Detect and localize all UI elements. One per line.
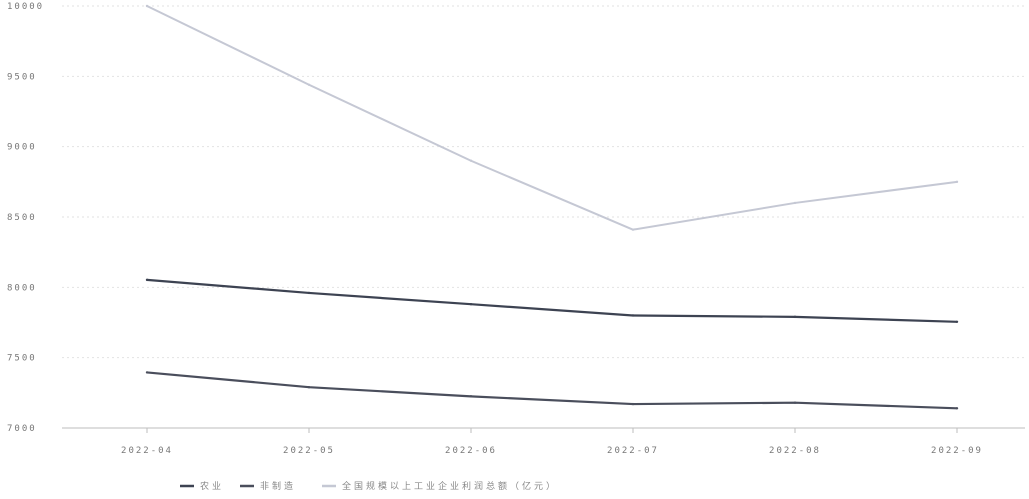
series-lines — [145, 4, 959, 410]
data-point — [793, 401, 797, 404]
x-tick-label: 2022-06 — [445, 446, 497, 456]
legend: 农业 非制造 全国规模以上工业企业利润总额（亿元） — [180, 480, 558, 492]
data-point — [307, 83, 311, 86]
data-point — [955, 180, 959, 184]
y-tick-label: 8500 — [7, 213, 37, 223]
legend-label: 非制造 — [260, 480, 296, 492]
y-tick-label: 7000 — [7, 424, 37, 434]
y-tick-label: 8000 — [7, 283, 37, 293]
y-tick-label: 10000 — [7, 2, 44, 12]
data-point — [307, 386, 311, 389]
x-tick-label: 2022-04 — [121, 446, 173, 456]
data-point — [469, 395, 473, 398]
data-point — [631, 402, 635, 406]
x-tick-label: 2022-09 — [931, 446, 983, 456]
y-tick-label: 9500 — [7, 72, 37, 82]
data-point — [145, 371, 149, 374]
x-tick-label: 2022-08 — [769, 446, 821, 456]
data-point — [631, 228, 635, 231]
data-point — [631, 314, 635, 317]
legend-label: 全国规模以上工业企业利润总额（亿元） — [342, 480, 558, 492]
data-point — [793, 315, 797, 319]
legend-label: 农业 — [200, 480, 224, 492]
series-line-0 — [146, 278, 958, 323]
series-line-2 — [146, 5, 958, 231]
y-tick-label: 9000 — [7, 143, 37, 153]
data-point — [955, 407, 959, 410]
x-tick-label: 2022-07 — [607, 446, 659, 456]
data-point — [145, 4, 149, 8]
grid-lines — [62, 5, 1025, 429]
data-point — [145, 278, 149, 282]
data-point — [469, 159, 473, 162]
y-axis-ticks: 7000 7500 8000 8500 9000 9500 10000 — [7, 2, 44, 434]
data-point — [307, 291, 311, 295]
data-point — [955, 320, 959, 323]
series-line-1 — [146, 371, 958, 410]
data-point — [793, 201, 797, 205]
x-tick-label: 2022-05 — [283, 446, 335, 456]
data-point — [469, 303, 473, 306]
y-tick-label: 7500 — [7, 354, 37, 364]
x-axis-ticks: 2022-04 2022-05 2022-06 2022-07 2022-08 2022-… — [121, 428, 983, 456]
